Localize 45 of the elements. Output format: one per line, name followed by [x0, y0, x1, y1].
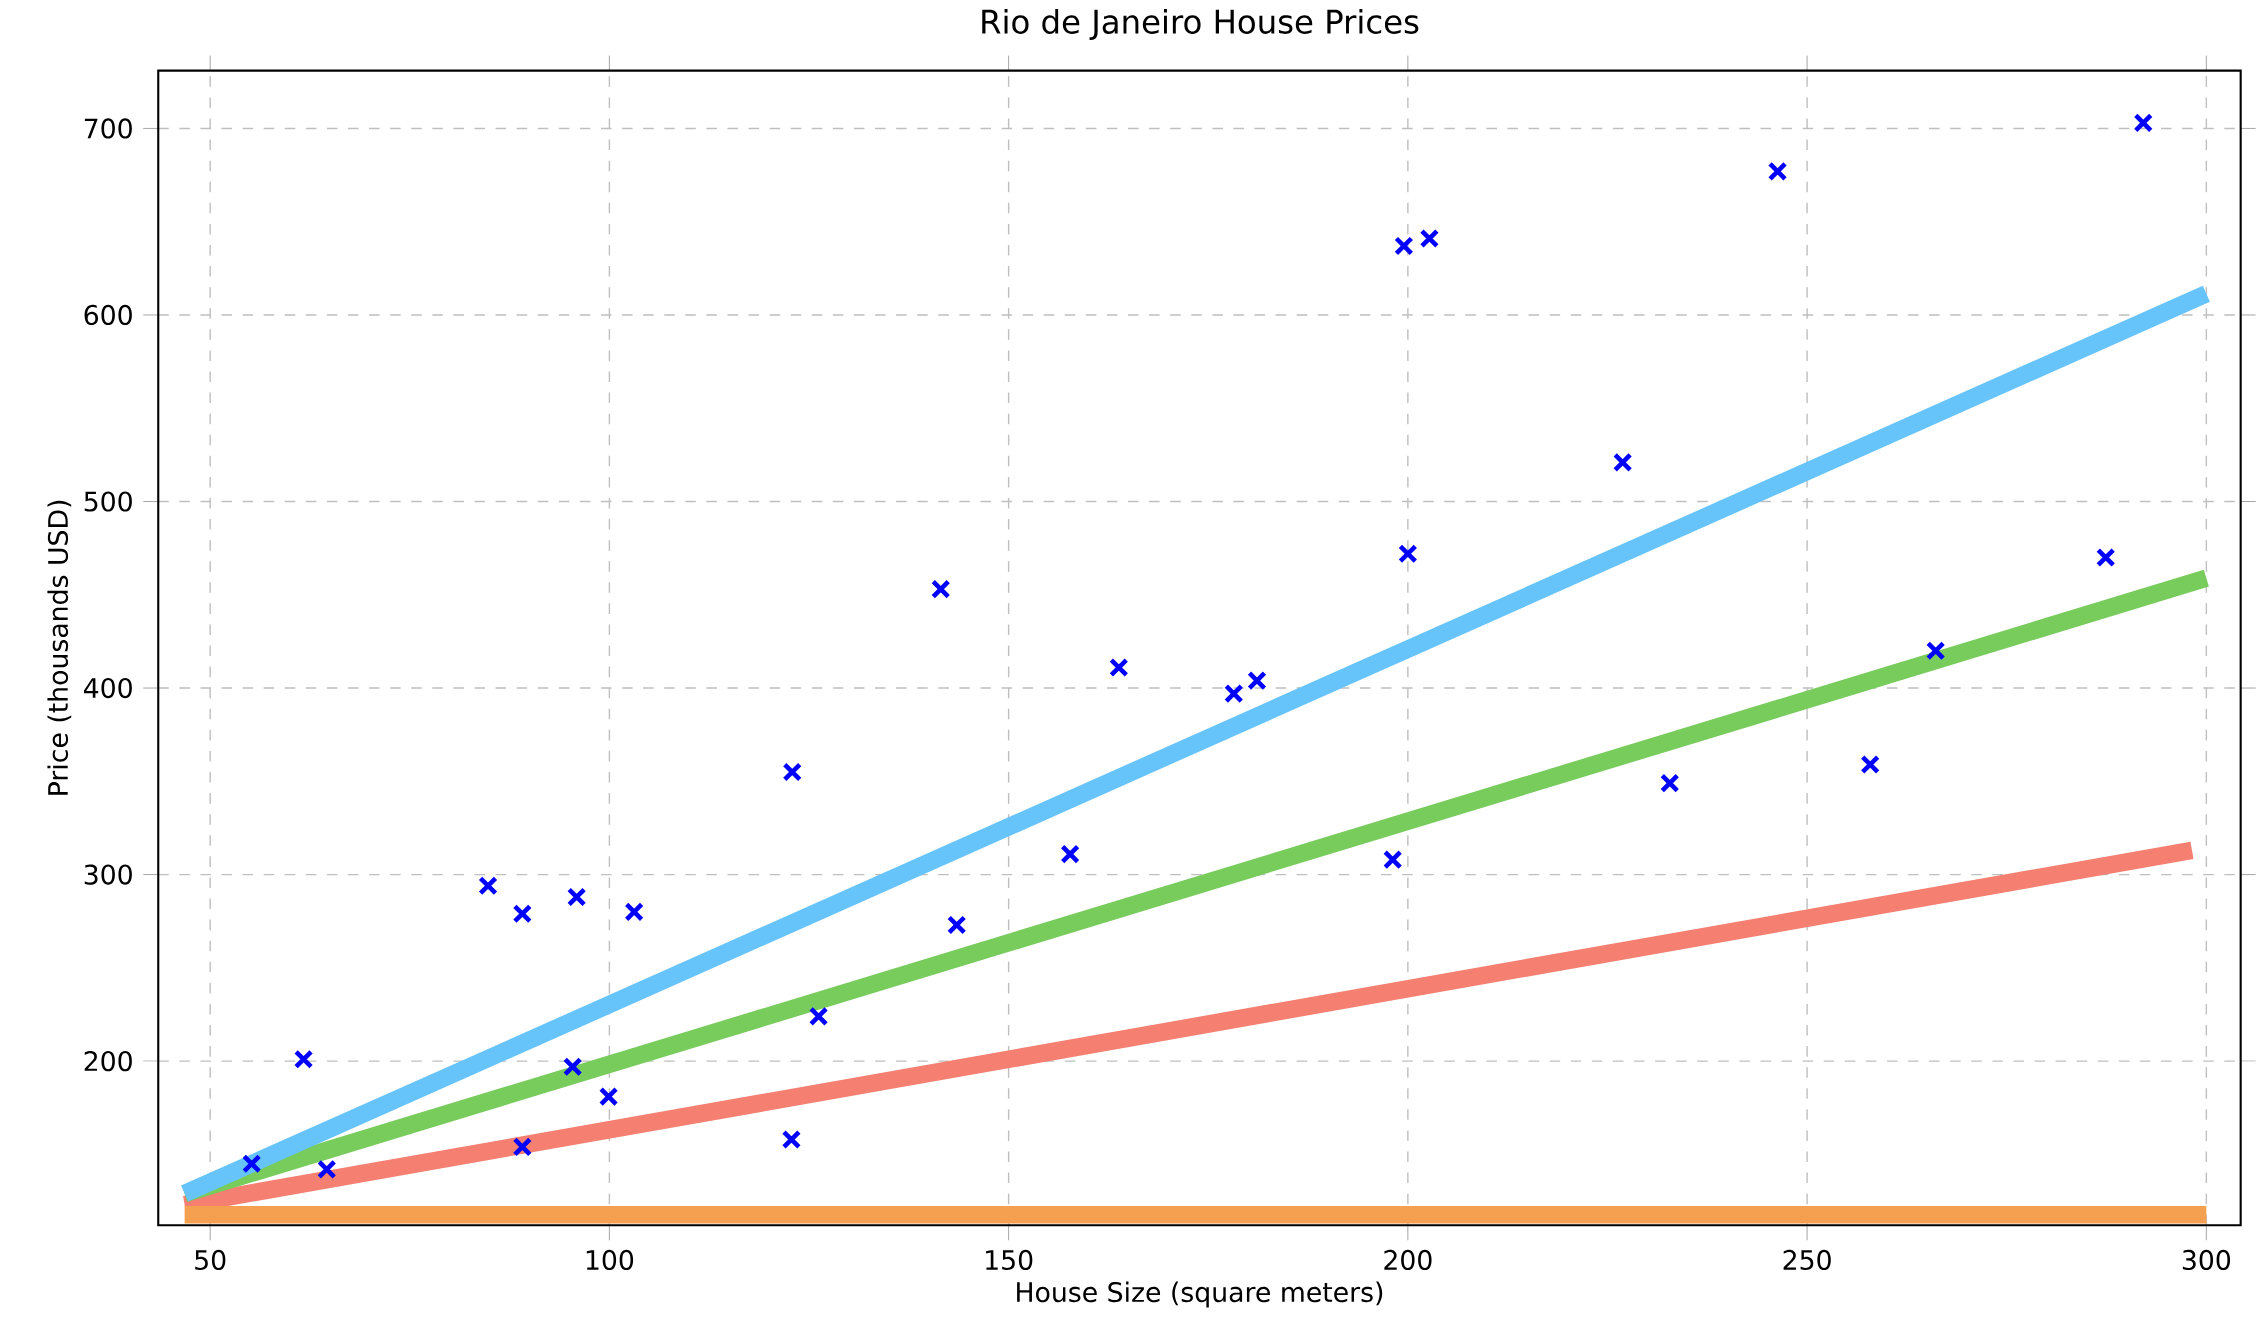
chart-title: Rio de Janeiro House Prices — [982, 8, 1419, 41]
x-tick-label: 100 — [586, 1249, 634, 1271]
point — [808, 1006, 829, 1027]
point — [1419, 228, 1440, 249]
point — [1109, 657, 1129, 678]
y-tick-label: 300 — [84, 864, 132, 885]
point — [782, 762, 802, 782]
point — [1860, 754, 1880, 775]
y-tick-label: 700 — [84, 118, 132, 139]
point — [1767, 161, 1788, 182]
point — [241, 1154, 262, 1174]
point — [1612, 452, 1633, 473]
x-tick-label: 250 — [1783, 1249, 1831, 1271]
point — [512, 1137, 533, 1157]
point — [946, 915, 967, 935]
point — [2095, 547, 2116, 568]
point — [624, 902, 644, 922]
point — [1382, 849, 1403, 870]
x-tick-label: 200 — [1384, 1249, 1432, 1271]
y-tick-label: 200 — [84, 1051, 132, 1072]
point — [931, 579, 951, 600]
point — [1398, 544, 1418, 564]
x-tick-label: 50 — [195, 1249, 226, 1271]
point — [2133, 113, 2154, 133]
point — [566, 887, 587, 907]
point — [512, 904, 533, 924]
point — [317, 1159, 337, 1180]
y-tick-label: 400 — [84, 678, 132, 699]
point — [1247, 670, 1267, 691]
point — [1660, 773, 1680, 794]
point — [1925, 641, 1946, 661]
point — [478, 876, 498, 896]
point — [781, 1129, 802, 1150]
y-tick-label: 600 — [84, 304, 132, 326]
point — [1224, 683, 1244, 704]
x-axis-title: House Size (square meters) — [1017, 1281, 1383, 1308]
x-tick-label: 150 — [986, 1249, 1033, 1271]
point — [598, 1086, 619, 1107]
point — [293, 1049, 314, 1070]
point — [562, 1057, 583, 1077]
point — [1060, 844, 1080, 864]
x-tick-label: 300 — [2182, 1249, 2231, 1271]
point — [1394, 236, 1414, 256]
y-axis-title: Price (thousands USD) — [47, 500, 72, 795]
y-tick-label: 500 — [84, 491, 132, 512]
